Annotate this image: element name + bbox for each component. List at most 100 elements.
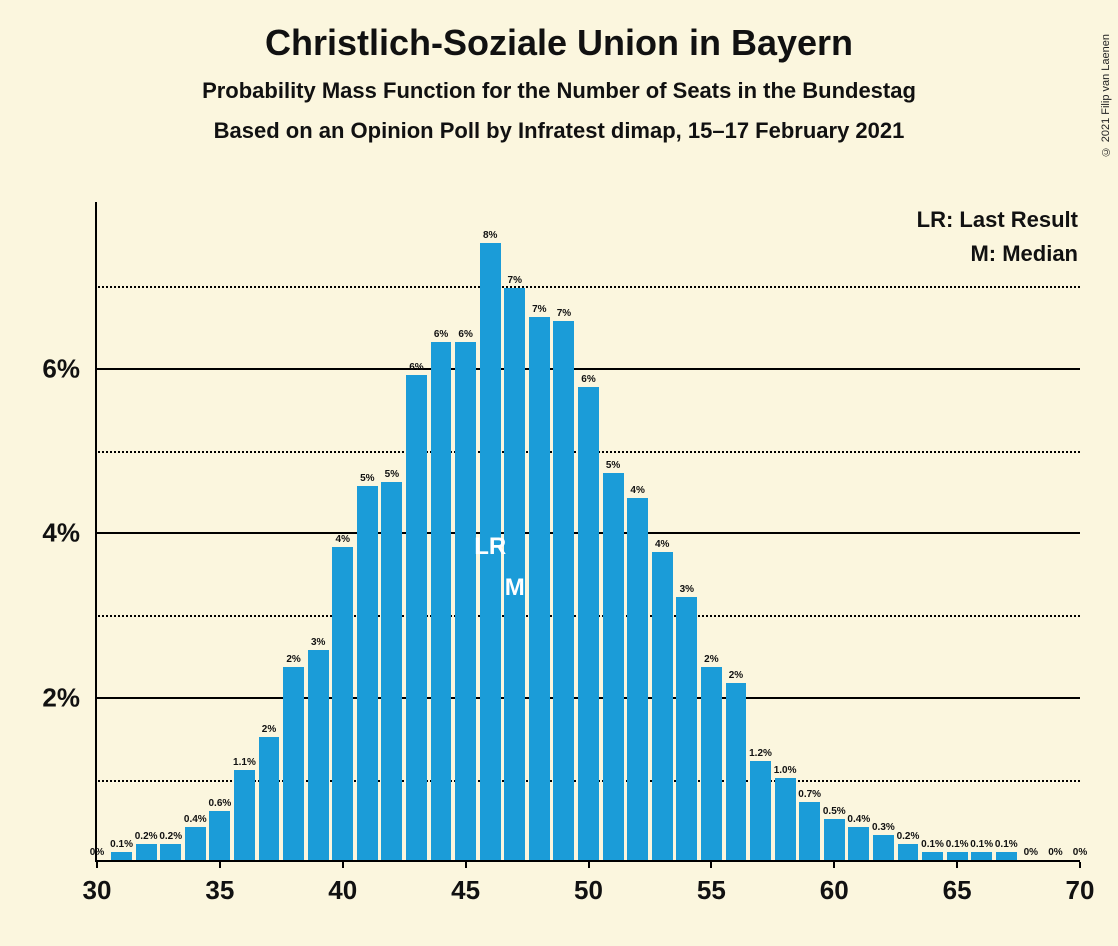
bar-label: 0.7% [798, 789, 821, 800]
x-tick-label: 35 [205, 875, 234, 906]
bar [824, 819, 845, 860]
bar [136, 844, 157, 860]
bar-label: 0.3% [872, 822, 895, 833]
bar [283, 667, 304, 860]
bar [259, 737, 280, 860]
bar-label: 2% [262, 724, 276, 735]
bar [701, 667, 722, 860]
bar-label: 1.0% [774, 765, 797, 776]
grid-major [95, 368, 1080, 370]
bar [898, 844, 919, 860]
x-tick-mark [342, 862, 344, 868]
bar [381, 482, 402, 860]
x-tick-label: 70 [1066, 875, 1095, 906]
bar-label: 6% [458, 329, 472, 340]
bar-label: 0.1% [970, 839, 993, 850]
chart-subtitle-1: Probability Mass Function for the Number… [0, 78, 1118, 104]
bar [209, 811, 230, 860]
grid-minor [95, 286, 1080, 288]
y-tick-label: 2% [42, 682, 80, 713]
bar-label: 0.2% [897, 831, 920, 842]
bar [652, 552, 673, 860]
x-tick-mark [588, 862, 590, 868]
bar-label: 0.1% [110, 839, 133, 850]
bar [603, 473, 624, 860]
y-tick-label: 4% [42, 518, 80, 549]
bar-label: 0.6% [208, 798, 231, 809]
bar-label: 5% [360, 473, 374, 484]
bar-label: 0% [90, 847, 104, 858]
bar-label: 0.4% [847, 814, 870, 825]
x-tick-label: 45 [451, 875, 480, 906]
bar [947, 852, 968, 860]
bar-label: 0.1% [946, 839, 969, 850]
bar [996, 852, 1017, 860]
bar-label: 0.4% [184, 814, 207, 825]
bar-label: 4% [336, 534, 350, 545]
bar [553, 321, 574, 860]
x-tick-mark [219, 862, 221, 868]
bar [775, 778, 796, 860]
x-tick-label: 55 [697, 875, 726, 906]
chart-subtitle-2: Based on an Opinion Poll by Infratest di… [0, 118, 1118, 144]
bar-label: 3% [311, 637, 325, 648]
bar [750, 761, 771, 860]
bar-label: 2% [704, 654, 718, 665]
bar-label: 5% [385, 469, 399, 480]
bar [726, 683, 747, 860]
y-tick-label: 6% [42, 353, 80, 384]
bar [185, 827, 206, 860]
bar-label: 0.5% [823, 806, 846, 817]
bar [922, 852, 943, 860]
bar [160, 844, 181, 860]
bar [357, 486, 378, 860]
bar [971, 852, 992, 860]
bar-label: 2% [286, 654, 300, 665]
copyright-text: © 2021 Filip van Laenen [1100, 34, 1112, 157]
bar-label: 6% [434, 329, 448, 340]
bar-label: 0% [1024, 847, 1038, 858]
bar-label: 8% [483, 230, 497, 241]
bar-label: 1.1% [233, 757, 256, 768]
bar [627, 498, 648, 860]
bar-label: 6% [409, 362, 423, 373]
bar-label: 2% [729, 670, 743, 681]
bar [332, 547, 353, 860]
bar [234, 770, 255, 860]
bar-label: 3% [680, 584, 694, 595]
bar-label: 0% [1048, 847, 1062, 858]
x-tick-label: 65 [943, 875, 972, 906]
bar-label: 7% [532, 304, 546, 315]
x-tick-mark [710, 862, 712, 868]
x-tick-mark [465, 862, 467, 868]
bar [111, 852, 132, 860]
bar [308, 650, 329, 860]
x-tick-label: 30 [83, 875, 112, 906]
bar [676, 597, 697, 860]
bar-label: 0.1% [995, 839, 1018, 850]
x-tick-mark [96, 862, 98, 868]
bar [578, 387, 599, 860]
bar-label: 0.2% [135, 831, 158, 842]
bar-label: 1.2% [749, 748, 772, 759]
bar [799, 802, 820, 860]
x-tick-mark [833, 862, 835, 868]
bar [455, 342, 476, 860]
bar-label: 0% [1073, 847, 1087, 858]
median-marker: M [505, 574, 525, 602]
bar-label: 4% [630, 485, 644, 496]
chart-title: Christlich-Soziale Union in Bayern [0, 22, 1118, 64]
bar-label: 7% [557, 308, 571, 319]
chart-area: 2%4%6%3035404550556065700%0.1%0.2%0.2%0.… [95, 202, 1080, 862]
bar-label: 4% [655, 539, 669, 550]
bar [529, 317, 550, 860]
x-tick-label: 60 [820, 875, 849, 906]
bar [873, 835, 894, 860]
bar [431, 342, 452, 860]
bar-label: 6% [581, 374, 595, 385]
bar [848, 827, 869, 860]
x-tick-mark [1079, 862, 1081, 868]
last-result-marker: LR [474, 533, 506, 561]
bar-label: 0.2% [159, 831, 182, 842]
bar [406, 375, 427, 860]
